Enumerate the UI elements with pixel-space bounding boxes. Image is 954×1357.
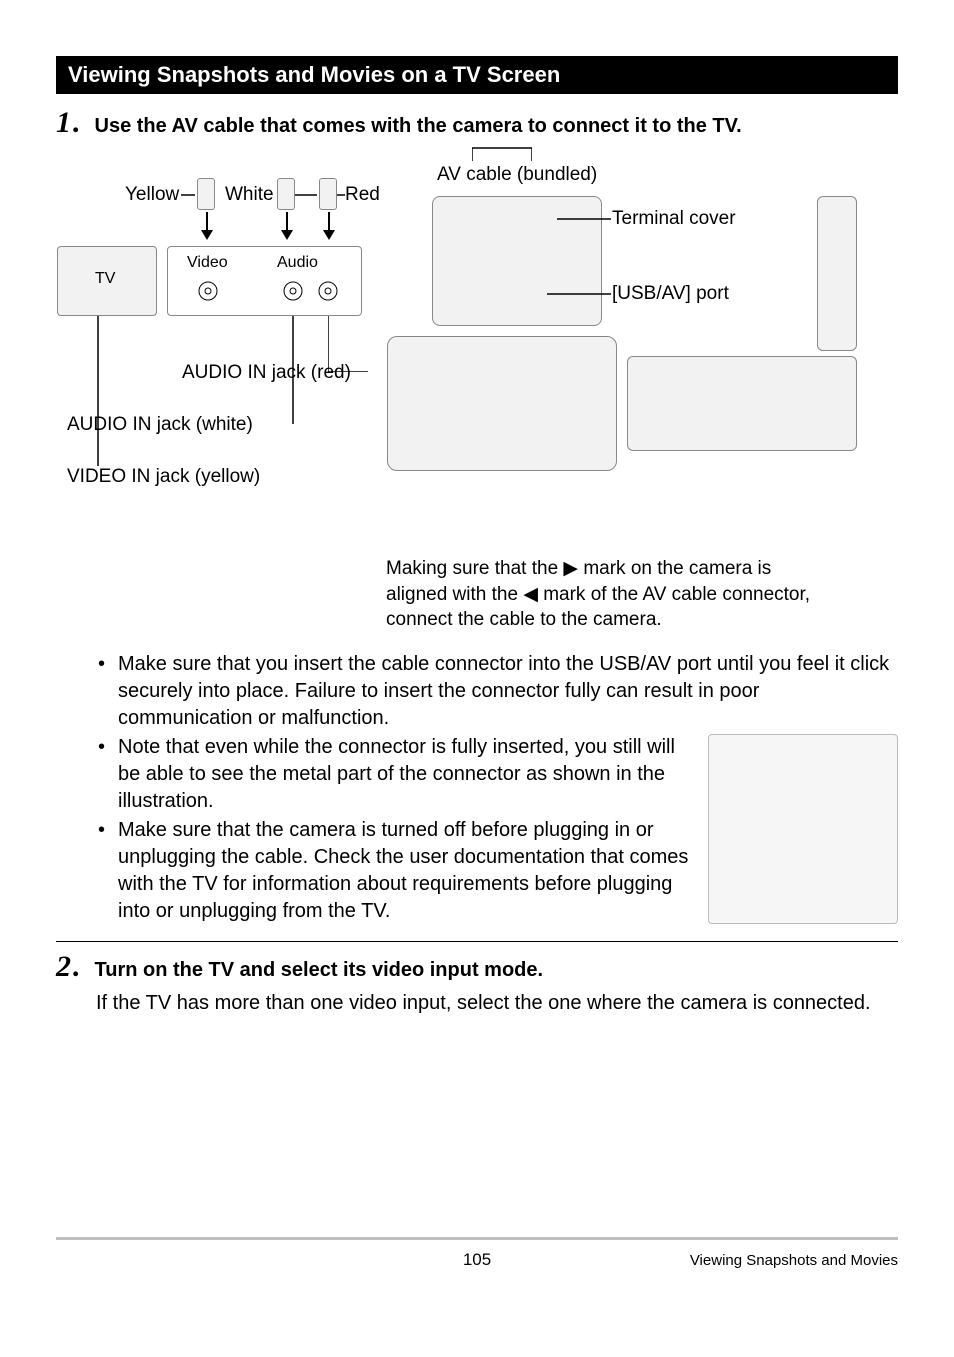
step-2: 2 . Turn on the TV and select its video …	[56, 952, 898, 982]
step-2-dot: .	[73, 952, 81, 982]
page-number: 105	[337, 1250, 618, 1270]
alignment-caption: Making sure that the ▶ mark on the camer…	[386, 556, 898, 633]
footer-rule	[56, 1237, 898, 1240]
bullets-with-side-image: Note that even while the connector is fu…	[56, 734, 898, 927]
notes-list: Make sure that you insert the cable conn…	[98, 651, 898, 732]
camera-illustration	[387, 336, 617, 471]
white-label: White	[225, 184, 274, 206]
terminal-cover-label: Terminal cover	[612, 208, 736, 230]
yellow-plug-icon	[197, 178, 215, 210]
video-label: Video	[187, 254, 228, 272]
chapter-title: Viewing Snapshots and Movies	[617, 1252, 898, 1269]
step-2-text: Turn on the TV and select its video inpu…	[95, 959, 544, 982]
step-2-number: 2	[56, 952, 71, 982]
red-label: Red	[345, 184, 380, 206]
terminal-cover-illustration	[432, 196, 602, 326]
caption-line1: Making sure that the ▶ mark on the camer…	[386, 558, 771, 579]
av-connector-illustration	[817, 196, 857, 351]
usb-av-port-label: [USB/AV] port	[612, 283, 729, 305]
step-1: 1 . Use the AV cable that comes with the…	[56, 108, 898, 138]
section-header: Viewing Snapshots and Movies on a TV Scr…	[56, 56, 898, 94]
audio-label: Audio	[277, 254, 318, 272]
step-separator	[56, 941, 898, 942]
red-plug-icon	[319, 178, 337, 210]
step-2-subtext: If the TV has more than one video input,…	[96, 990, 898, 1017]
bullet-2: Note that even while the connector is fu…	[98, 734, 690, 815]
video-in-yellow-label: VIDEO IN jack (yellow)	[67, 466, 260, 488]
connection-diagram: TV Video Audio Yellow White Red	[57, 146, 897, 546]
page: Viewing Snapshots and Movies on a TV Scr…	[0, 0, 954, 1300]
step-1-number: 1	[56, 108, 71, 138]
bullet-3: Make sure that the camera is turned off …	[98, 817, 690, 925]
audio-in-white-label: AUDIO IN jack (white)	[67, 414, 253, 436]
bullet-1: Make sure that you insert the cable conn…	[98, 651, 898, 732]
yellow-label: Yellow	[125, 184, 179, 206]
connector-closeup-illustration	[627, 356, 857, 451]
white-plug-icon	[277, 178, 295, 210]
av-cable-label: AV cable (bundled)	[437, 164, 597, 186]
caption-line3: connect the cable to the camera.	[386, 609, 662, 630]
caption-line2: aligned with the ◀ mark of the AV cable …	[386, 584, 810, 605]
page-footer: 105 Viewing Snapshots and Movies	[56, 1237, 898, 1270]
step-1-text: Use the AV cable that comes with the cam…	[95, 115, 742, 138]
step-1-dot: .	[73, 108, 81, 138]
tv-label: TV	[95, 270, 115, 288]
audio-in-red-label: AUDIO IN jack (red)	[182, 362, 351, 384]
connector-metal-illustration	[708, 734, 898, 924]
